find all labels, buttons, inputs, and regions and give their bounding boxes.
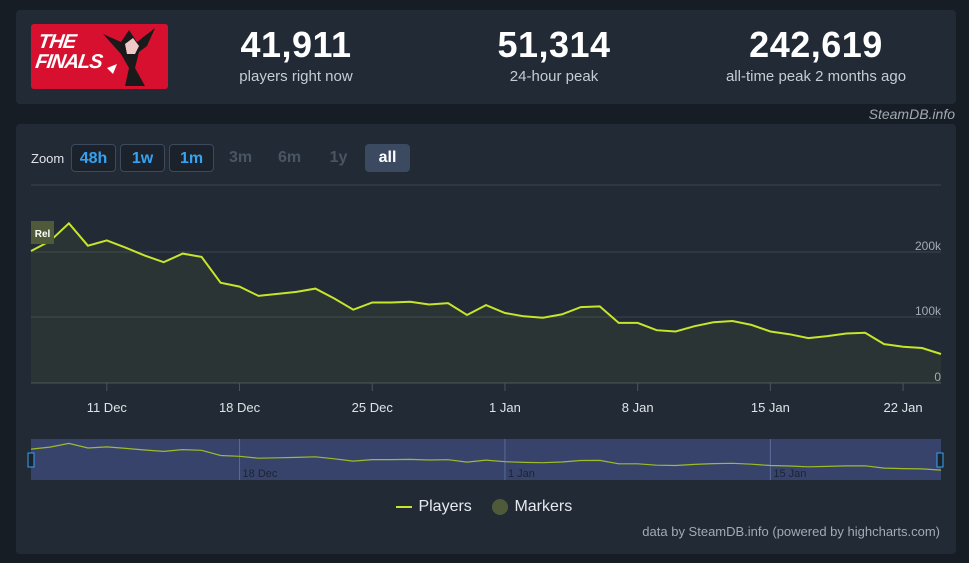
legend-item-markers[interactable]: Markers [492, 498, 572, 516]
all-time-peak-value: 242,619 [749, 24, 883, 65]
stat-24h-peak: 51,314 24-hour peak [479, 24, 629, 86]
x-tick-label: 25 Dec [352, 400, 394, 415]
navigator-tick-label: 1 Jan [508, 468, 535, 480]
legend-line-icon [396, 505, 412, 508]
y-tick-label: 200k [915, 239, 942, 253]
navigator-left-handle[interactable] [27, 452, 35, 468]
x-tick-label: 1 Jan [489, 400, 521, 415]
24h-peak-label: 24-hour peak [509, 68, 599, 85]
legend-marker-icon [492, 499, 508, 515]
zoom-1y-button[interactable]: 1y [329, 149, 348, 166]
game-logo-figure-icon [103, 28, 155, 86]
game-logo-text: THE FINALS [34, 31, 104, 73]
release-marker-box[interactable] [31, 221, 54, 244]
stat-current: 41,911 players right now [221, 24, 371, 86]
zoom-1m-button[interactable]: 1m [169, 144, 214, 172]
zoom-3m-button[interactable]: 3m [228, 149, 253, 166]
legend-markers-label: Markers [514, 498, 573, 516]
zoom-48h-button[interactable]: 48h [71, 144, 116, 172]
navigator-tick-label: 15 Jan [773, 468, 806, 480]
navigator-right-handle[interactable] [936, 452, 944, 468]
zoom-all-button[interactable]: all [365, 144, 410, 172]
x-tick-label: 18 Dec [219, 400, 261, 415]
navigator-tick-label: 18 Dec [243, 468, 278, 480]
x-tick-label: 11 Dec [87, 400, 128, 415]
navigator-ticks: 18 Dec 1 Jan 15 Jan [239, 439, 806, 480]
game-logo[interactable]: THE FINALS [31, 24, 168, 89]
y-tick-label: 0 [934, 370, 941, 384]
x-tick-label: 22 Jan [884, 400, 923, 415]
release-marker-label: Rel [35, 229, 51, 240]
stat-all-time-peak: 242,619 all-time peak 2 months ago [706, 24, 926, 86]
all-time-peak-label: all-time peak 2 months ago [725, 68, 907, 85]
footer-credit[interactable]: data by SteamDB.info (powered by highcha… [642, 524, 940, 539]
current-players-value: 41,911 [240, 24, 352, 65]
y-tick-label: 100k [915, 304, 942, 318]
current-players-label: players right now [239, 68, 353, 85]
stats-header: THE FINALS 41,911 players right now 51,31… [16, 10, 956, 104]
navigator-series-line [30, 442, 942, 471]
legend-item-players[interactable]: Players [396, 498, 472, 516]
legend-players-label: Players [418, 498, 472, 515]
24h-peak-value: 51,314 [497, 24, 611, 65]
x-tick-label: 15 Jan [751, 400, 790, 415]
chart-panel: Zoom 48h 1w 1m 3m 6m 1y all 200k 100k 0 … [16, 124, 956, 554]
x-axis-ticks: 11 Dec 18 Dec 25 Dec 1 Jan 8 Jan 15 Jan 22 Jan [87, 383, 923, 415]
zoom-6m-button[interactable]: 6m [277, 149, 302, 166]
zoom-1w-button[interactable]: 1w [120, 144, 165, 172]
x-tick-label: 8 Jan [622, 400, 654, 415]
steamdb-credit[interactable]: SteamDB.info [868, 106, 955, 122]
zoom-label: Zoom [31, 151, 65, 166]
player-count-chart[interactable]: 200k 100k 0 11 Dec 18 Dec 25 Dec 1 Jan 8 Jan… [16, 124, 956, 494]
players-area [31, 223, 941, 383]
players-series-line[interactable] [30, 221, 942, 355]
